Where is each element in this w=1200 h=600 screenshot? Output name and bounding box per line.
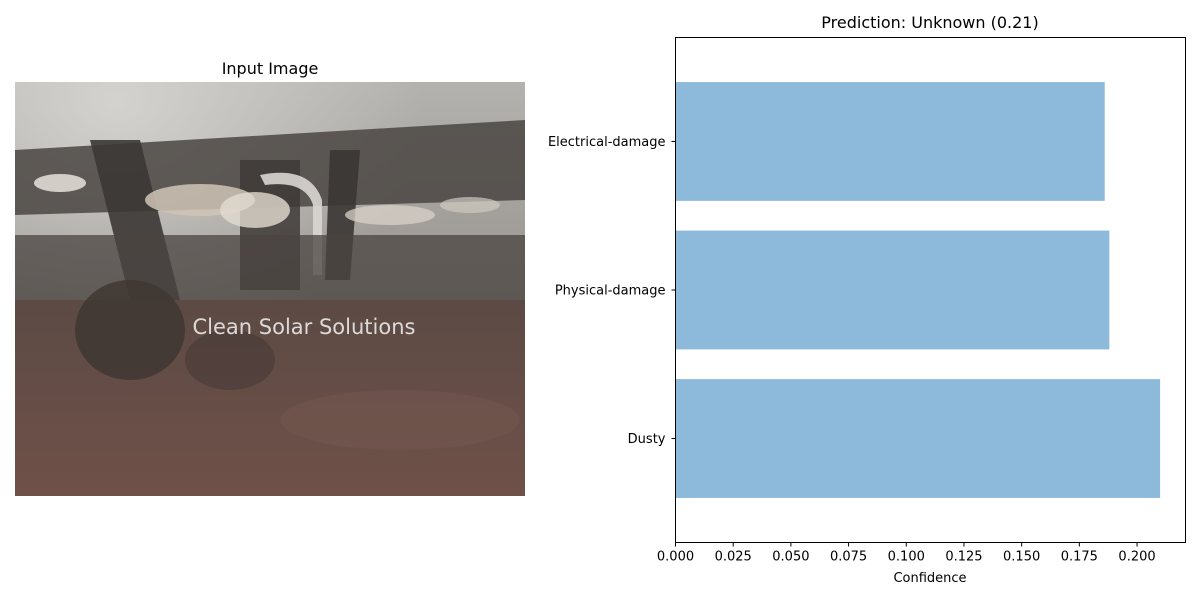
chart-title: Prediction: Unknown (0.21) [821, 13, 1038, 32]
x-tick-label: 0.150 [1003, 550, 1040, 565]
plot-frame [675, 37, 1186, 543]
y-tick-label: Physical-damage [555, 284, 666, 299]
input-image: Clean Solar Solutions [15, 82, 525, 496]
bar-electrical-damage [675, 82, 1105, 201]
input-image-watermark: Clean Solar Solutions [193, 315, 416, 339]
x-tick-label: 0.100 [888, 550, 925, 565]
x-tick-label: 0.050 [772, 550, 809, 565]
input-image-panel: Input Image Clean Solar Solutions [15, 59, 525, 496]
x-tick-layer: 0.000 0.025 0.050 0.075 0.100 0.125 0.150 0.175… [657, 542, 1156, 565]
prediction-chart: Prediction: Unknown (0.21) Dusty Physical… [548, 13, 1186, 586]
x-tick-label: 0.000 [657, 550, 694, 565]
x-tick-label: 0.175 [1061, 550, 1098, 565]
y-tick-layer: Dusty Physical-damage Electrical-damage [548, 135, 676, 447]
bar-physical-damage [675, 230, 1110, 350]
bars-layer [675, 82, 1161, 498]
x-tick-label: 0.200 [1118, 550, 1155, 565]
x-tick-label: 0.075 [830, 550, 867, 565]
y-tick-label: Dusty [628, 432, 666, 447]
x-tick-label: 0.025 [715, 550, 752, 565]
input-image-title: Input Image [222, 59, 319, 78]
x-tick-label: 0.125 [945, 550, 982, 565]
x-axis-label: Confidence [893, 571, 966, 586]
bar-dusty [675, 379, 1161, 498]
y-tick-label: Electrical-damage [548, 135, 666, 150]
